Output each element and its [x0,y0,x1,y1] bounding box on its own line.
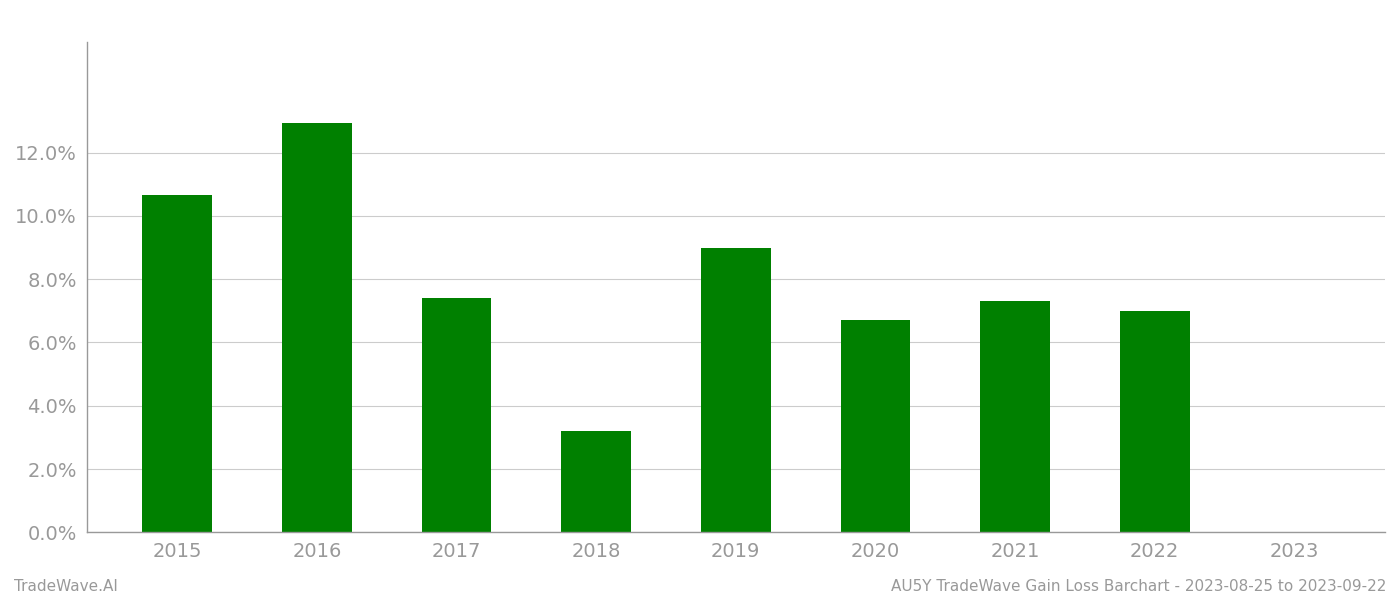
Bar [980,301,1050,532]
Bar [421,298,491,532]
Bar [143,196,213,532]
Bar [701,248,771,532]
Bar [1120,311,1190,532]
Text: TradeWave.AI: TradeWave.AI [14,579,118,594]
Bar [281,122,351,532]
Bar [840,320,910,532]
Text: AU5Y TradeWave Gain Loss Barchart - 2023-08-25 to 2023-09-22: AU5Y TradeWave Gain Loss Barchart - 2023… [890,579,1386,594]
Bar [561,431,631,532]
